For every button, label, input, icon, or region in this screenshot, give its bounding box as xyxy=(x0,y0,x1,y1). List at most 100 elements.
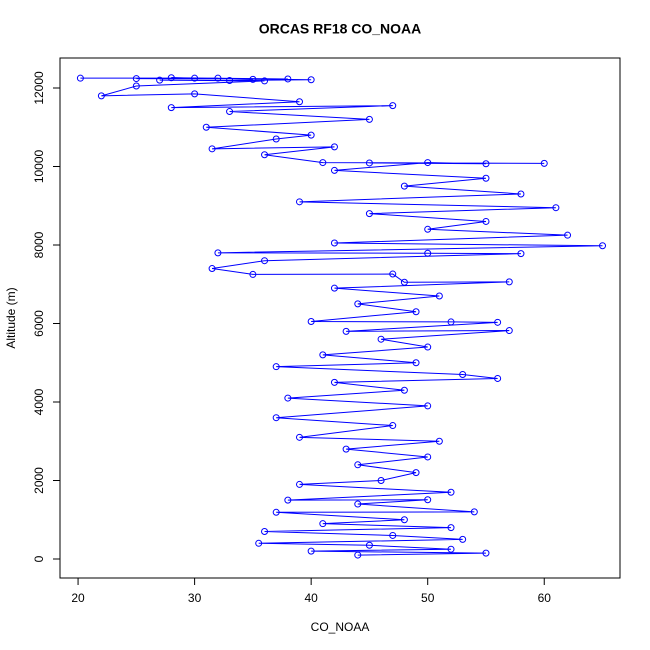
data-point xyxy=(330,166,338,174)
data-point xyxy=(342,327,350,335)
data-point xyxy=(249,270,257,278)
data-point xyxy=(330,239,338,247)
data-point xyxy=(167,104,175,112)
data-point xyxy=(226,77,234,85)
data-point xyxy=(447,318,455,326)
data-point xyxy=(494,318,502,326)
data-point xyxy=(447,545,455,553)
data-point xyxy=(412,359,420,367)
data-point xyxy=(307,76,315,84)
data-point xyxy=(208,145,216,153)
y-tick-label: 0 xyxy=(32,555,46,562)
data-point xyxy=(354,500,362,508)
y-tick-label: 6000 xyxy=(32,310,46,337)
data-point xyxy=(482,160,490,168)
data-point xyxy=(132,75,140,83)
data-point xyxy=(470,508,478,516)
data-point xyxy=(307,131,315,139)
data-point xyxy=(482,217,490,225)
data-point xyxy=(505,327,513,335)
data-point xyxy=(319,351,327,359)
data-point xyxy=(377,335,385,343)
data-point xyxy=(552,204,560,212)
data-point xyxy=(424,343,432,351)
x-tick-label: 20 xyxy=(71,591,85,605)
data-point xyxy=(261,528,269,536)
data-point xyxy=(412,308,420,316)
data-point xyxy=(214,249,222,257)
data-point xyxy=(354,300,362,308)
data-point xyxy=(424,249,432,257)
x-tick-label: 50 xyxy=(421,591,435,605)
x-tick-label: 30 xyxy=(188,591,202,605)
data-point xyxy=(517,250,525,258)
data-point xyxy=(296,98,304,106)
data-point xyxy=(255,539,263,547)
y-axis-label: Altitude (m) xyxy=(4,287,18,348)
data-point xyxy=(296,480,304,488)
data-point xyxy=(400,386,408,394)
data-point xyxy=(354,461,362,469)
data-point xyxy=(482,174,490,182)
data-point xyxy=(272,414,280,422)
data-point xyxy=(202,123,210,131)
data-point xyxy=(424,453,432,461)
data-point xyxy=(365,541,373,549)
data-point xyxy=(272,508,280,516)
data-point xyxy=(319,159,327,167)
data-point xyxy=(564,231,572,239)
data-point xyxy=(226,108,234,116)
data-point xyxy=(330,378,338,386)
data-point xyxy=(599,242,607,250)
data-point xyxy=(389,270,397,278)
data-point xyxy=(424,496,432,504)
data-point xyxy=(132,82,140,90)
data-point xyxy=(167,74,175,82)
data-point xyxy=(505,278,513,286)
data-point xyxy=(208,265,216,273)
profile-line xyxy=(80,77,603,556)
data-point xyxy=(191,74,199,82)
chart-title: ORCAS RF18 CO_NOAA xyxy=(259,21,422,37)
data-point xyxy=(319,520,327,528)
data-point xyxy=(214,74,222,82)
data-point xyxy=(284,75,292,83)
plot-box xyxy=(59,57,621,579)
data-point xyxy=(400,516,408,524)
data-point xyxy=(447,488,455,496)
data-point xyxy=(284,394,292,402)
data-point xyxy=(296,433,304,441)
data-point xyxy=(424,159,432,167)
x-tick-label: 60 xyxy=(538,591,552,605)
data-point xyxy=(296,198,304,206)
data-point xyxy=(400,278,408,286)
data-point xyxy=(459,535,467,543)
data-point xyxy=(389,422,397,430)
data-point xyxy=(330,284,338,292)
data-point xyxy=(365,115,373,123)
data-point xyxy=(342,445,350,453)
data-point xyxy=(97,92,105,100)
data-point xyxy=(424,402,432,410)
y-tick-label: 12000 xyxy=(32,71,46,105)
data-point xyxy=(365,159,373,167)
y-tick-label: 8000 xyxy=(32,231,46,258)
data-point xyxy=(261,257,269,265)
data-point xyxy=(261,77,269,85)
data-point xyxy=(389,531,397,539)
data-point xyxy=(261,151,269,159)
data-point xyxy=(354,551,362,559)
data-point xyxy=(459,371,467,379)
data-point xyxy=(435,437,443,445)
data-point xyxy=(249,75,257,83)
data-point xyxy=(389,102,397,110)
data-point xyxy=(272,363,280,371)
data-point xyxy=(412,469,420,477)
data-point xyxy=(76,74,84,82)
data-point xyxy=(365,210,373,218)
data-point xyxy=(330,143,338,151)
data-point xyxy=(424,225,432,233)
data-point xyxy=(377,477,385,484)
